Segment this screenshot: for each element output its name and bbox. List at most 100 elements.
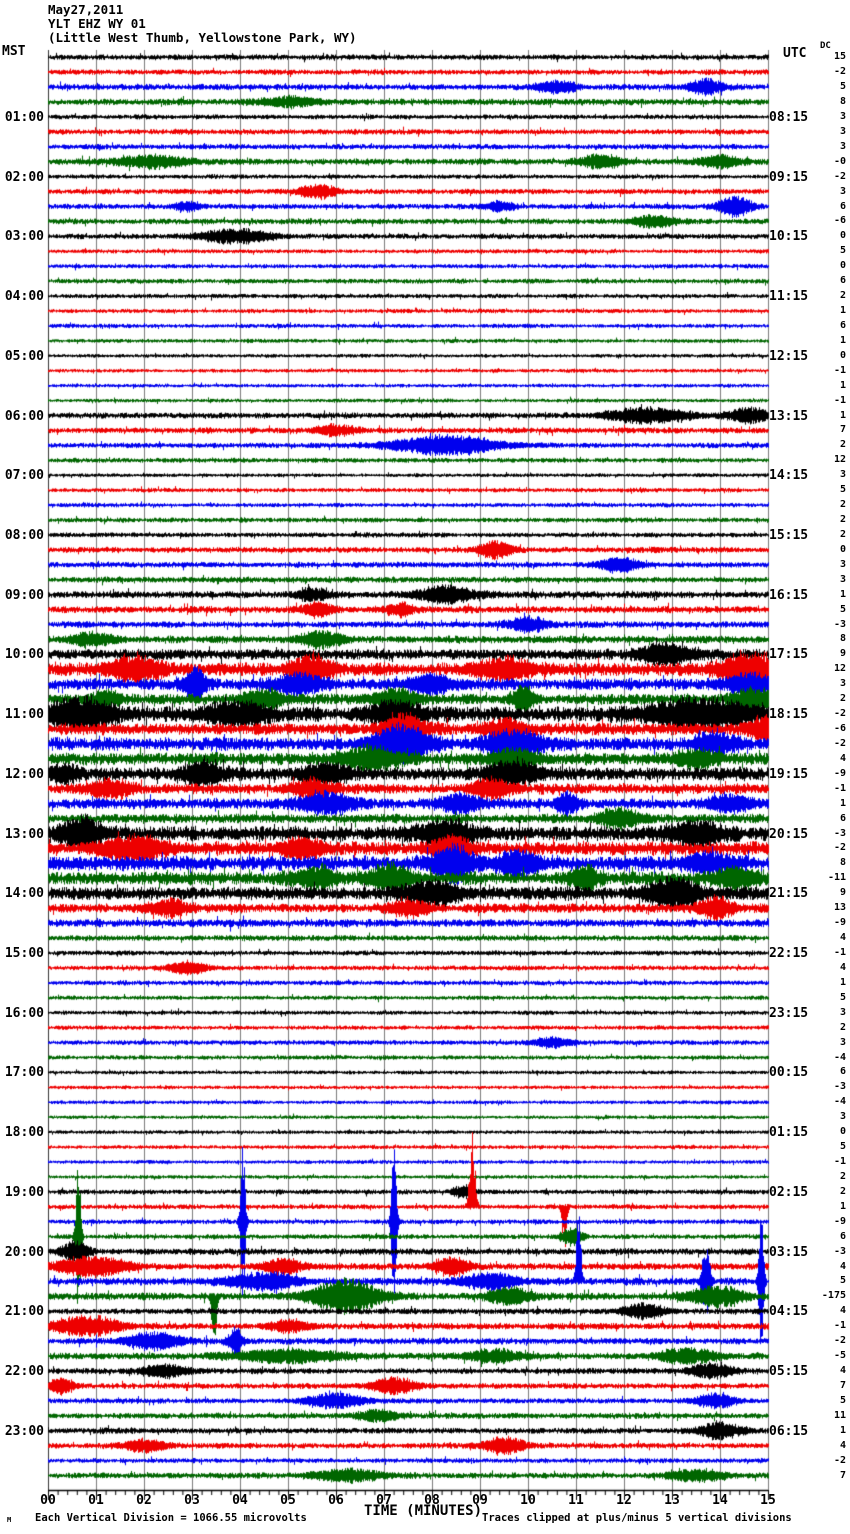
dc-value: -2 [833,708,846,720]
dc-value: 6 [839,319,846,331]
dc-value: 5 [839,1141,846,1153]
dc-value: -9 [833,767,846,779]
utc-label: 15:15 [769,527,809,543]
mst-label: 16:00 [4,1005,44,1021]
title-location: (Little West Thumb, Yellowstone Park, WY… [48,30,357,45]
mst-label: 04:00 [4,289,44,305]
dc-value: -9 [833,1215,846,1227]
dc-value: 3 [839,125,846,137]
dc-value: 4 [839,1260,846,1272]
dc-value: 3 [839,558,846,570]
dc-value: 4 [839,961,846,973]
x-tick-label: 03 [184,1493,200,1508]
mst-label: 11:00 [4,707,44,723]
dc-value: 3 [839,185,846,197]
dc-value: 5 [839,484,846,496]
dc-value: -4 [833,1096,846,1108]
dc-value: 2 [839,499,846,511]
dc-value: -1 [833,364,846,376]
dc-value: -1 [833,1320,846,1332]
dc-value: 6 [839,1230,846,1242]
dc-value: -9 [833,917,846,929]
dc-value: 4 [839,932,846,944]
x-tick-label: 02 [136,1493,152,1508]
mst-label: 19:00 [4,1184,44,1200]
dc-value: 6 [839,1066,846,1078]
mst-label: 09:00 [4,587,44,603]
utc-label: 16:15 [769,587,809,603]
dc-value: 1 [839,976,846,988]
dc-value: 6 [839,200,846,212]
dc-value: -2 [833,737,846,749]
utc-label: 09:15 [769,169,809,185]
dc-value: 1 [839,1424,846,1436]
dc-value: 3 [839,110,846,122]
dc-value: 5 [839,81,846,93]
dc-value: 6 [839,812,846,824]
x-tick-label: 08 [424,1493,440,1508]
mst-label: 14:00 [4,886,44,902]
dc-value: 2 [839,1170,846,1182]
x-axis-title: TIME (MINUTES) [363,1503,483,1519]
dc-value: 1 [839,588,846,600]
x-tick-label: 13 [664,1493,680,1508]
utc-label: 02:15 [769,1184,809,1200]
utc-label: 14:15 [769,468,809,484]
dc-value: 2 [839,528,846,540]
dc-value: -6 [833,215,846,227]
dc-value: 8 [839,633,846,645]
dc-value: -3 [833,1245,846,1257]
dc-value: -0 [833,155,846,167]
utc-label: 23:15 [769,1005,809,1021]
utc-label: 08:15 [769,109,809,125]
utc-label: 20:15 [769,826,809,842]
dc-value: 1 [839,379,846,391]
dc-value: -1 [833,782,846,794]
title-station: YLT EHZ WY 01 [48,16,146,31]
dc-value: 1 [839,1200,846,1212]
mst-label: 21:00 [4,1304,44,1320]
x-tick-label: 01 [88,1493,104,1508]
dc-value: 12 [833,663,846,675]
dc-value: -3 [833,827,846,839]
dc-value: 3 [839,469,846,481]
dc-value: -2 [833,170,846,182]
dc-value: 2 [839,514,846,526]
mst-label: 10:00 [4,647,44,663]
utc-label: 17:15 [769,647,809,663]
dc-value: -2 [833,66,846,78]
dc-value: 9 [839,887,846,899]
dc-value: -3 [833,618,846,630]
dc-value: 8 [839,857,846,869]
utc-label: 05:15 [769,1364,809,1380]
dc-value: -6 [833,723,846,735]
dc-value: 1 [839,797,846,809]
dc-value: 5 [839,603,846,615]
dc-value: 4 [839,1439,846,1451]
dc-value: 8 [839,95,846,107]
dc-value: 5 [839,245,846,257]
dc-value: -3 [833,1081,846,1093]
x-tick-label: 15 [760,1493,776,1508]
dc-value: -1 [833,947,846,958]
dc-value: -11 [827,872,846,884]
utc-label: 12:15 [769,348,809,364]
mst-label: 23:00 [4,1423,44,1439]
dc-value: 0 [839,1126,846,1138]
dc-value: 2 [839,693,846,705]
utc-label: 13:15 [769,408,809,424]
x-tick-label: 05 [280,1493,296,1508]
dc-value: 4 [839,1305,846,1317]
scale-note: Each Vertical Division = 1066.55 microvo… [35,1512,307,1524]
utc-label: 22:15 [769,946,809,961]
utc-label: 06:15 [769,1423,809,1439]
mst-label: 07:00 [4,468,44,484]
x-tick-label: 09 [472,1493,488,1508]
dc-value: 9 [839,648,846,660]
x-tick-label: 00 [40,1493,56,1508]
dc-value: 2 [839,290,846,302]
x-tick-label: 07 [376,1493,392,1508]
utc-label: 11:15 [769,289,809,305]
